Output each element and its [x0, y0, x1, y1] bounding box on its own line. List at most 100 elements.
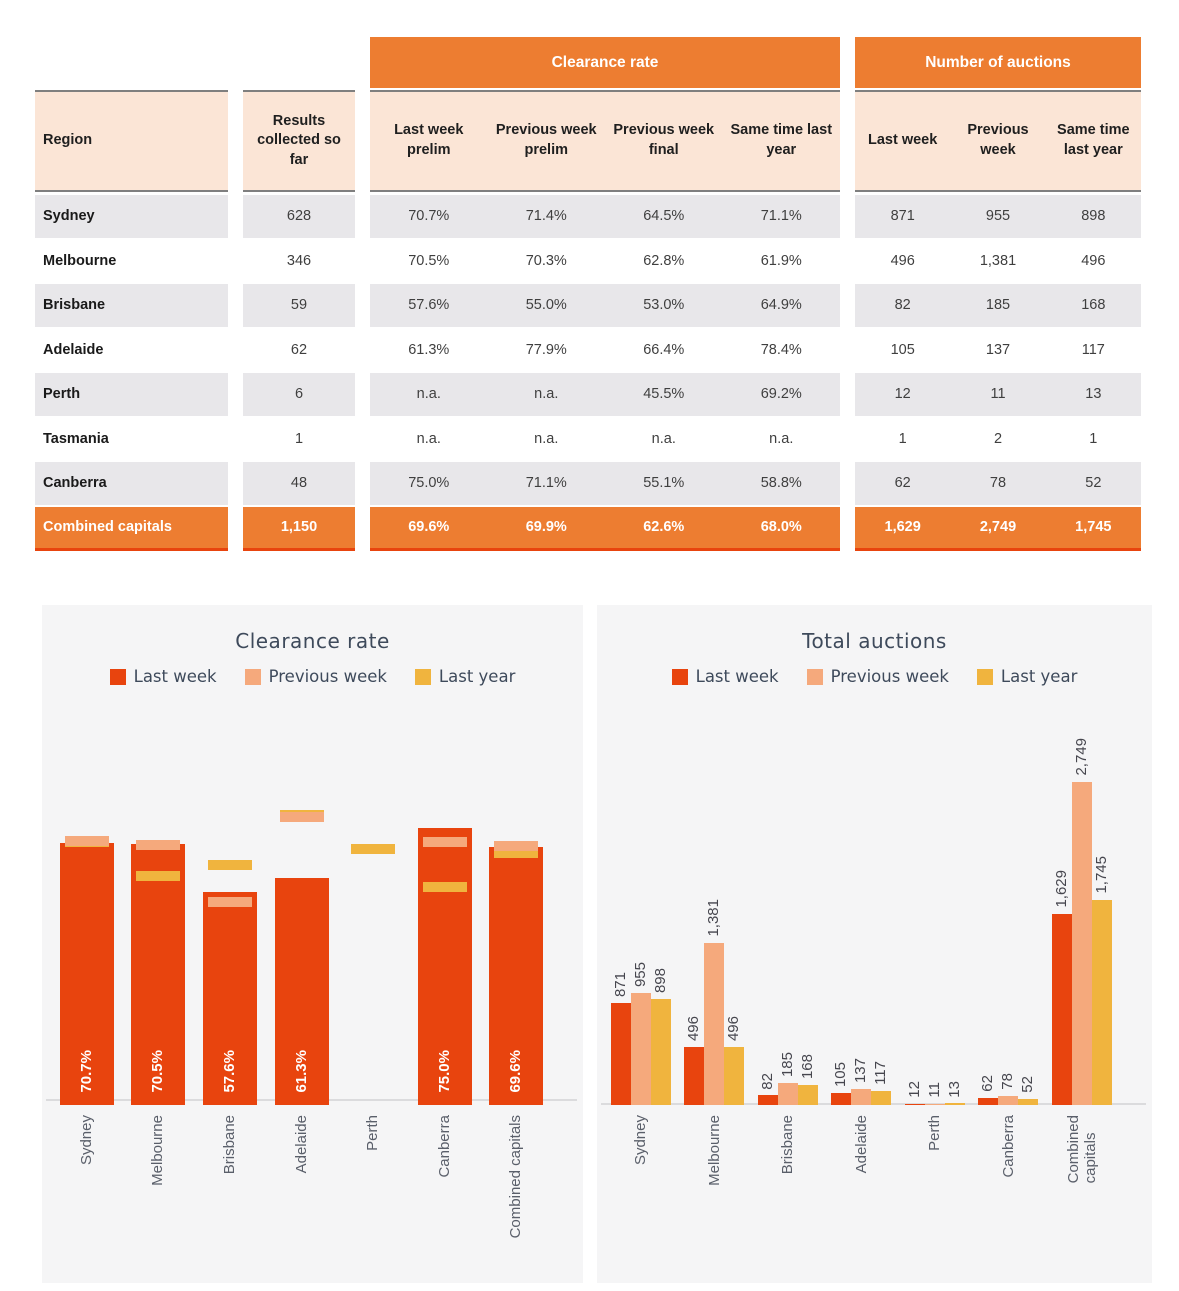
table-row: 1 2 1 [855, 418, 1141, 462]
region-rows: Sydney Melbourne Brisbane Adelaide Perth Tasm… [35, 195, 228, 551]
bar-value-label: 955 [631, 961, 649, 987]
chart-title-total-auctions: Total auctions [802, 629, 947, 653]
table-row: n.a. n.a. n.a. n.a. [370, 418, 840, 462]
value-cell: 61.3% [408, 341, 450, 358]
table-results-block: Results collected so far 628 346 59 62 6 1 48 1… [243, 37, 355, 551]
table-header-clearance: Last week prelim Previous week prelim Pr… [370, 90, 840, 192]
category-label: Sydney [632, 1115, 650, 1166]
category-label: Perth [364, 1115, 382, 1151]
legend-item-last-week: Last week [671, 667, 779, 686]
legend-label: Last year [438, 667, 516, 686]
bar-value-label: 137 [852, 1057, 870, 1083]
value-cell: 55.0% [525, 297, 567, 314]
clearance-rate-banner: Clearance rate [370, 37, 840, 88]
bar-value-label: 52 [1019, 1076, 1037, 1093]
bar-value-label: 11 [925, 1082, 943, 1098]
table-row: 346 [243, 240, 355, 284]
previous-week-bar [851, 1088, 872, 1105]
value-cell: 185 [985, 297, 1011, 314]
category-label: Brisbane [779, 1115, 797, 1175]
last-week-bar [417, 827, 472, 1105]
value-cell: n.a. [416, 430, 441, 447]
value-cell: 955 [985, 208, 1011, 225]
previous-week-bar [924, 1103, 945, 1105]
value-cell: n.a. [769, 430, 794, 447]
region-cell: Brisbane [43, 297, 106, 314]
previous-week-bar [704, 942, 725, 1105]
last-year-bar [944, 1103, 965, 1105]
last-week-bar [274, 878, 329, 1105]
value-cell: 62.8% [643, 252, 685, 269]
value-cell: 64.9% [760, 297, 802, 314]
value-cell: 48 [290, 475, 308, 492]
value-cell: 871 [890, 208, 915, 225]
bar-value-label: 70.5% [149, 1050, 167, 1093]
category-label: Sydney [77, 1115, 95, 1166]
bar-value-label: 1,381 [705, 899, 723, 937]
previous-week-marker [208, 896, 252, 907]
bar-value-label: 168 [798, 1054, 816, 1080]
value-cell: 77.9% [525, 341, 567, 358]
value-cell: 105 [890, 341, 915, 358]
bar-value-label: 105 [832, 1061, 850, 1087]
value-cell: 1,745 [1075, 519, 1112, 536]
region-cell: Perth [43, 386, 81, 403]
value-cell: 6 [294, 386, 304, 403]
bar-value-label: 496 [685, 1015, 703, 1041]
bar-value-label: 62 [979, 1075, 997, 1092]
last-year-marker [351, 843, 396, 854]
legend-label: Last week [695, 667, 779, 686]
value-cell: 82 [894, 297, 911, 314]
value-cell: 1,150 [280, 519, 318, 536]
column-header-same-time-last-year-auctions: Same time last year [1057, 122, 1130, 158]
last-week-bar [203, 891, 257, 1105]
last-week-swatch [109, 668, 126, 685]
region-cell: Melbourne [43, 252, 117, 269]
clearance-rate-chart: Clearance rate Last week Previous week L… [42, 605, 583, 1283]
value-cell: 117 [1081, 341, 1105, 358]
last-week-bar [684, 1046, 705, 1105]
table-header-auctions: Last week Previous week Same time last y… [855, 90, 1141, 192]
table-row: Melbourne [35, 240, 228, 284]
category-label: Brisbane [221, 1115, 238, 1175]
legend-label: Previous week [268, 667, 387, 686]
previous-week-bar [777, 1083, 798, 1105]
value-cell: 62 [290, 341, 308, 358]
previous-week-swatch [806, 668, 823, 685]
chart-title-clearance: Clearance rate [235, 629, 390, 653]
value-cell: n.a. [534, 386, 559, 403]
region-cell: Combined capitals [43, 519, 172, 536]
last-year-marker [494, 848, 539, 859]
previous-week-marker [136, 839, 181, 850]
value-cell: n.a. [416, 386, 441, 403]
category-label: Combined capitals [1064, 1115, 1099, 1184]
category-label: Combined capitals [507, 1115, 525, 1239]
auctions-plot-area: 871 955 898 Sydney 496 1,381 496 Melbourne 82 185… [597, 605, 1152, 1283]
results-rows: 628 346 59 62 6 1 48 1,150 [243, 195, 355, 551]
bar-value-label: 1,629 [1052, 870, 1070, 908]
last-year-marker [208, 859, 252, 870]
bar-value-label: 871 [611, 971, 629, 997]
table-row: 70.7% 71.4% 64.5% 71.1% [370, 195, 840, 240]
value-cell: 2 [993, 430, 1003, 447]
value-cell: 75.0% [408, 475, 450, 492]
banner-spacer [243, 37, 355, 88]
previous-week-marker [279, 811, 324, 822]
column-header-last-week-prelim: Last week prelim [394, 122, 464, 158]
table-row: 871 955 898 [855, 195, 1141, 240]
legend-label: Previous week [830, 667, 949, 686]
value-cell: 62 [894, 475, 911, 492]
value-cell: 55.1% [643, 475, 685, 492]
chart-legend-clearance: Last week Previous week Last year [42, 667, 583, 686]
table-row: 59 [243, 284, 355, 329]
banner-spacer [35, 37, 228, 88]
category-label: Adelaide [292, 1115, 310, 1174]
clearance-plot-area: 70.7% Sydney 70.5% Melbourne 57.6% Brisbane 61… [42, 605, 583, 1283]
last-week-bar [59, 843, 114, 1105]
bar-value-label: 69.6% [507, 1050, 525, 1093]
legend-item-last-year: Last year [414, 667, 516, 686]
table-header-results: Results collected so far [243, 90, 355, 192]
category-label: Canberra [999, 1115, 1017, 1178]
table-row: 12 11 13 [855, 373, 1141, 418]
region-cell: Adelaide [43, 341, 104, 358]
